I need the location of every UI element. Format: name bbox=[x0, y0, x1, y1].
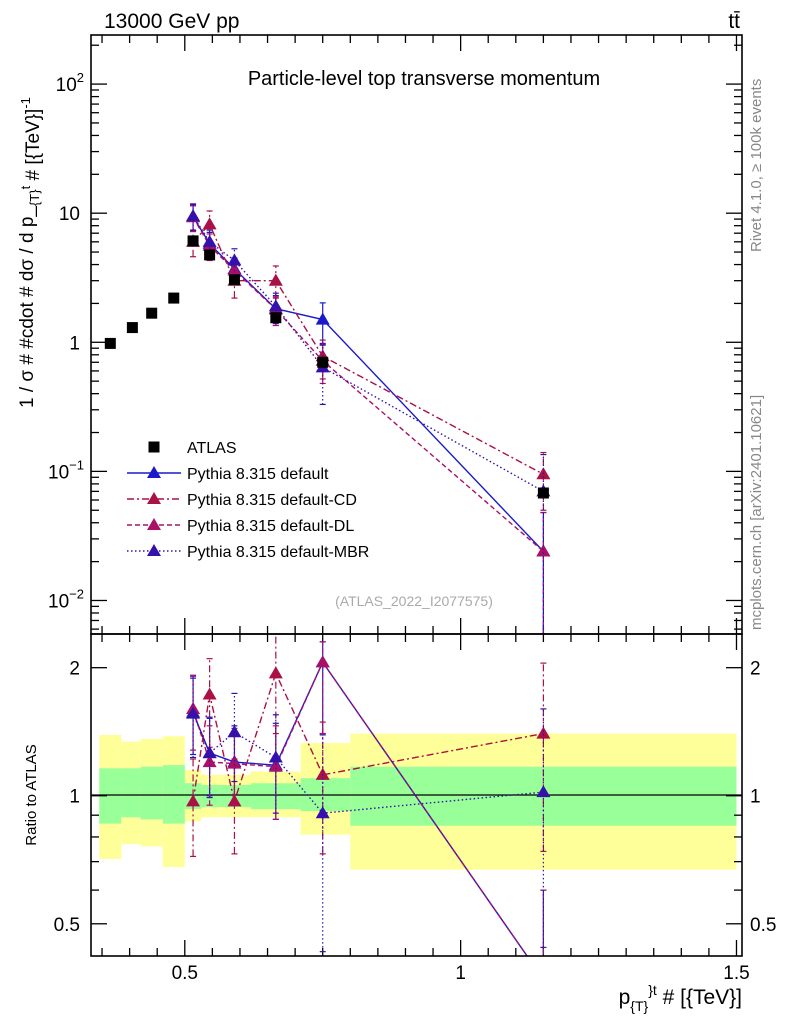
pythia-8-315-default-mbr-point bbox=[202, 234, 217, 247]
pythia-8-315-default-cd-point bbox=[536, 726, 551, 739]
ratio-y-tick-label-right: 0.5 bbox=[750, 915, 776, 936]
pythia-8-315-default-line bbox=[192, 216, 544, 552]
pythia-8-315-default-cd-point bbox=[202, 687, 217, 700]
pythia-8-315-default-mbr-point bbox=[268, 750, 283, 763]
x-tick-label: 0.5 bbox=[172, 963, 198, 984]
plot-title: Particle-level top transverse momentum bbox=[248, 68, 600, 90]
main-y-axis-label: 1 / σ # #cdot # dσ / d p_{T}t # [{TeV}]-… bbox=[17, 97, 44, 408]
pythia-8-315-default-mbr-point bbox=[186, 706, 201, 719]
y-tick-label: 10 bbox=[59, 204, 80, 225]
ratio-y-axis-label: Ratio to ATLAS bbox=[23, 744, 40, 845]
pythia-8-315-default-dl-point bbox=[536, 544, 551, 557]
ratio-y-tick-label: 1 bbox=[69, 787, 80, 808]
pythia-8-315-default-dl-point bbox=[536, 972, 550, 984]
y-tick-label: 10−1 bbox=[48, 457, 84, 483]
ratio-plot-panel: 0.5 0.5 1 1 2 2 0.5 1 1.5 bbox=[54, 633, 776, 984]
atlas-data-point bbox=[146, 307, 158, 319]
ratio-y-tick-label-right: 1 bbox=[750, 787, 761, 808]
legend-label-pythia-8-315-default-dl: Pythia 8.315 default-DL bbox=[187, 518, 354, 535]
pythia-8-315-default-dl-point bbox=[268, 759, 283, 772]
pythia-8-315-default-dl-point bbox=[227, 756, 242, 769]
legend-label-pythia-8-315-default-cd: Pythia 8.315 default-CD bbox=[187, 492, 357, 509]
pythia-8-315-default-mbr-point bbox=[227, 725, 242, 738]
x-tick-label: 1 bbox=[455, 963, 466, 984]
atlas-data-point bbox=[204, 249, 216, 261]
atlas-data-point bbox=[317, 356, 329, 368]
legend-label-atlas: ATLAS bbox=[187, 440, 237, 457]
legend-label-pythia-8-315-default: Pythia 8.315 default bbox=[187, 466, 329, 483]
legend-marker-pythia-8-315-default-dl bbox=[147, 518, 161, 531]
pythia-8-315-default-cd-point bbox=[186, 794, 201, 807]
x-axis-label: p{T}}t # [{TeV}] bbox=[619, 982, 742, 1014]
atlas-data-point bbox=[168, 292, 180, 304]
pythia-8-315-default-mbr-line bbox=[192, 713, 544, 814]
pythia-8-315-default-mbr-point bbox=[536, 785, 551, 798]
atlas-data-point bbox=[228, 274, 240, 286]
process-label: tt̄ bbox=[728, 10, 740, 33]
y-tick-label: 10−2 bbox=[48, 586, 84, 612]
pythia-8-315-default-point bbox=[536, 972, 550, 984]
atlas-data-point bbox=[104, 337, 116, 349]
atlas-data-point bbox=[537, 487, 549, 499]
pythia-8-315-default-mbr-line bbox=[192, 215, 544, 492]
mcplots-label: mcplots.cern.ch [arXiv:2401.10621] bbox=[748, 395, 765, 630]
uncertainty-band-inner bbox=[121, 768, 141, 818]
ratio-y-tick-label-right: 2 bbox=[750, 659, 761, 680]
pythia-8-315-default-mbr-point bbox=[227, 253, 242, 266]
rivet-label: Rivet 4.1.0, ≥ 100k events bbox=[748, 79, 765, 252]
pythia-8-315-default-cd-point bbox=[268, 273, 283, 286]
pythia-8-315-default-mbr-point bbox=[268, 299, 283, 312]
ratio-y-tick-label: 2 bbox=[69, 659, 80, 680]
pythia-8-315-default-cd-point bbox=[315, 767, 330, 780]
ratio-y-tick-label: 0.5 bbox=[54, 915, 80, 936]
main-plot-panel: 102 10 1 10−1 10−2 Particle-level top transv… bbox=[48, 34, 743, 635]
pythia-8-315-default-cd-line bbox=[192, 671, 544, 804]
pythia-8-315-default-mbr-point bbox=[186, 209, 201, 222]
legend: ATLAS Pythia 8.315 default Pythia 8.315 de… bbox=[127, 440, 369, 561]
energy-label: 13000 GeV pp bbox=[104, 10, 239, 33]
analysis-watermark: (ATLAS_2022_I2077575) bbox=[335, 593, 493, 609]
x-tick-label: 1.5 bbox=[723, 963, 749, 984]
legend-marker-pythia-8-315-default bbox=[147, 466, 161, 479]
pythia-8-315-default-dl-point bbox=[315, 655, 330, 668]
pythia-8-315-default-point bbox=[315, 312, 330, 325]
ratio-frame bbox=[90, 633, 743, 957]
y-tick-label: 102 bbox=[56, 70, 84, 96]
pythia-8-315-default-mbr-point bbox=[315, 806, 330, 819]
pythia-8-315-default-dl-line bbox=[192, 660, 528, 956]
atlas-data-point bbox=[187, 235, 199, 247]
legend-marker-pythia-8-315-default-cd bbox=[147, 492, 161, 505]
legend-marker-pythia-8-315-default-mbr bbox=[147, 544, 161, 557]
pythia-8-315-default-dl-point bbox=[227, 263, 242, 276]
uncertainty-band-inner bbox=[99, 768, 122, 824]
pythia-8-315-default-cd-point bbox=[202, 217, 217, 230]
pythia-8-315-default-cd-point bbox=[268, 666, 283, 679]
atlas-data-point bbox=[126, 322, 138, 334]
atlas-data-point bbox=[270, 312, 282, 324]
pythia-8-315-default-cd-line bbox=[192, 223, 544, 475]
pythia-8-315-default-mbr-point bbox=[202, 746, 217, 759]
y-tick-label: 1 bbox=[69, 333, 80, 354]
legend-label-pythia-8-315-default-mbr: Pythia 8.315 default-MBR bbox=[187, 544, 369, 561]
uncertainty-band-inner bbox=[140, 766, 163, 820]
legend-marker-atlas bbox=[148, 441, 160, 453]
